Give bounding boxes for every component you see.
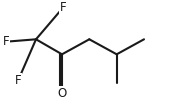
Text: F: F: [3, 35, 9, 48]
Text: O: O: [57, 87, 67, 100]
Text: F: F: [15, 73, 22, 86]
Text: F: F: [60, 1, 67, 14]
